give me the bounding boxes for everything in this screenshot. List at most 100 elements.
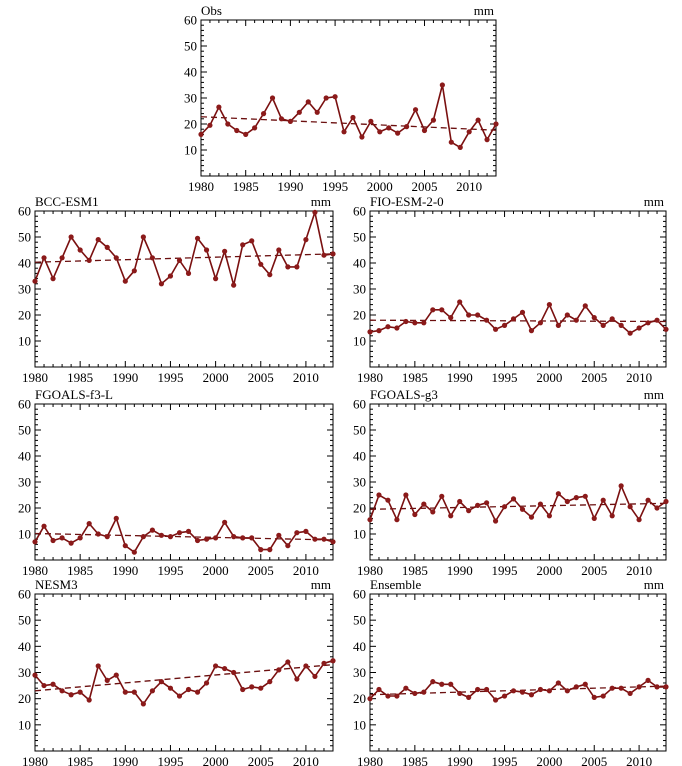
y-tick-label: 40: [18, 449, 31, 464]
data-point: [32, 278, 38, 284]
data-point: [68, 540, 74, 546]
data-point: [77, 689, 83, 695]
x-tick-label: 1990: [112, 370, 138, 385]
data-point: [484, 137, 490, 143]
unit-label: mm: [644, 194, 664, 209]
data-point: [104, 534, 110, 540]
x-tick-label: 1985: [67, 563, 93, 578]
data-point: [430, 679, 436, 685]
x-tick-label: 1990: [112, 754, 138, 766]
data-point: [104, 244, 110, 250]
data-point: [636, 517, 642, 523]
data-point: [359, 134, 365, 140]
data-point: [564, 312, 570, 318]
data-point: [312, 536, 318, 542]
x-tick-label: 2005: [581, 563, 607, 578]
data-point: [140, 701, 146, 707]
data-point: [231, 534, 237, 540]
y-tick-label: 10: [184, 143, 197, 158]
data-point: [158, 679, 165, 685]
data-point: [466, 694, 472, 700]
x-tick-label: 1995: [157, 754, 183, 766]
data-point: [546, 513, 552, 519]
data-point: [475, 502, 481, 508]
x-tick-label: 1985: [67, 370, 93, 385]
x-tick-label: 1980: [188, 179, 214, 194]
data-point: [131, 689, 137, 695]
x-tick-label: 2010: [293, 754, 319, 766]
data-point: [654, 684, 660, 690]
data-point: [394, 325, 400, 331]
data-point: [466, 312, 472, 318]
chart-panel: 1980 1985 1990 1995 2000 2005 2010102030405060…: [18, 194, 336, 385]
data-point: [158, 281, 165, 287]
data-point: [510, 316, 517, 322]
data-point: [609, 685, 615, 691]
data-point: [50, 276, 56, 282]
data-point: [618, 483, 624, 489]
data-point: [321, 536, 327, 542]
y-tick-label: 40: [353, 639, 366, 654]
panel-title: FGOALS-g3: [370, 387, 438, 402]
y-tick-label: 60: [353, 204, 366, 219]
data-point: [252, 125, 258, 131]
series-line: [34, 517, 334, 554]
data-point: [95, 663, 101, 669]
data-point: [385, 497, 391, 503]
x-tick-label: 2010: [626, 370, 652, 385]
data-point: [519, 689, 526, 695]
plot-frame: [369, 210, 667, 368]
x-tick-label: 2000: [536, 563, 562, 578]
data-point: [341, 129, 347, 135]
data-point: [394, 693, 400, 699]
data-point: [131, 549, 137, 555]
data-point: [50, 537, 56, 544]
data-point: [330, 251, 336, 257]
y-tick-label: 40: [184, 65, 197, 80]
x-tick-label: 1985: [402, 563, 428, 578]
y-tick-label: 30: [18, 665, 31, 680]
y-tick-label: 10: [353, 717, 366, 732]
data-point: [122, 689, 128, 695]
data-point: [59, 535, 65, 541]
chart-panel: 1980 1985 1990 1995 2000 2005 2010102030405060…: [353, 577, 669, 766]
data-point: [77, 247, 83, 253]
y-tick-label: 30: [184, 91, 197, 106]
data-point: [314, 109, 320, 115]
y-tick-label: 50: [353, 423, 366, 438]
data-point: [167, 273, 174, 279]
data-point: [376, 686, 382, 693]
data-point: [484, 500, 490, 506]
y-tick-label: 40: [353, 449, 366, 464]
data-point: [457, 498, 463, 505]
data-point: [59, 688, 65, 694]
data-point: [564, 498, 570, 505]
data-point: [528, 514, 535, 520]
data-point: [645, 320, 651, 326]
unit-label: mm: [474, 3, 494, 18]
x-tick-label: 2005: [248, 563, 274, 578]
data-point: [555, 491, 561, 497]
data-point: [285, 659, 291, 665]
data-point: [68, 692, 74, 698]
data-point: [231, 669, 237, 676]
x-tick-label: 1995: [492, 370, 518, 385]
series-line: [34, 211, 334, 286]
data-point: [276, 667, 282, 673]
y-tick-label: 30: [18, 282, 31, 297]
data-point: [122, 278, 128, 284]
data-point: [367, 329, 373, 335]
data-point: [267, 679, 273, 685]
data-point: [207, 122, 213, 128]
data-point: [278, 116, 285, 122]
x-tick-label: 1980: [357, 370, 383, 385]
data-point: [41, 523, 47, 529]
data-point: [267, 547, 273, 553]
y-tick-label: 40: [18, 639, 31, 654]
data-point: [591, 694, 597, 700]
x-tick-label: 2000: [203, 370, 229, 385]
data-point: [330, 658, 336, 664]
data-point: [528, 328, 535, 334]
plot-frame: [369, 593, 667, 752]
data-point: [104, 677, 110, 683]
